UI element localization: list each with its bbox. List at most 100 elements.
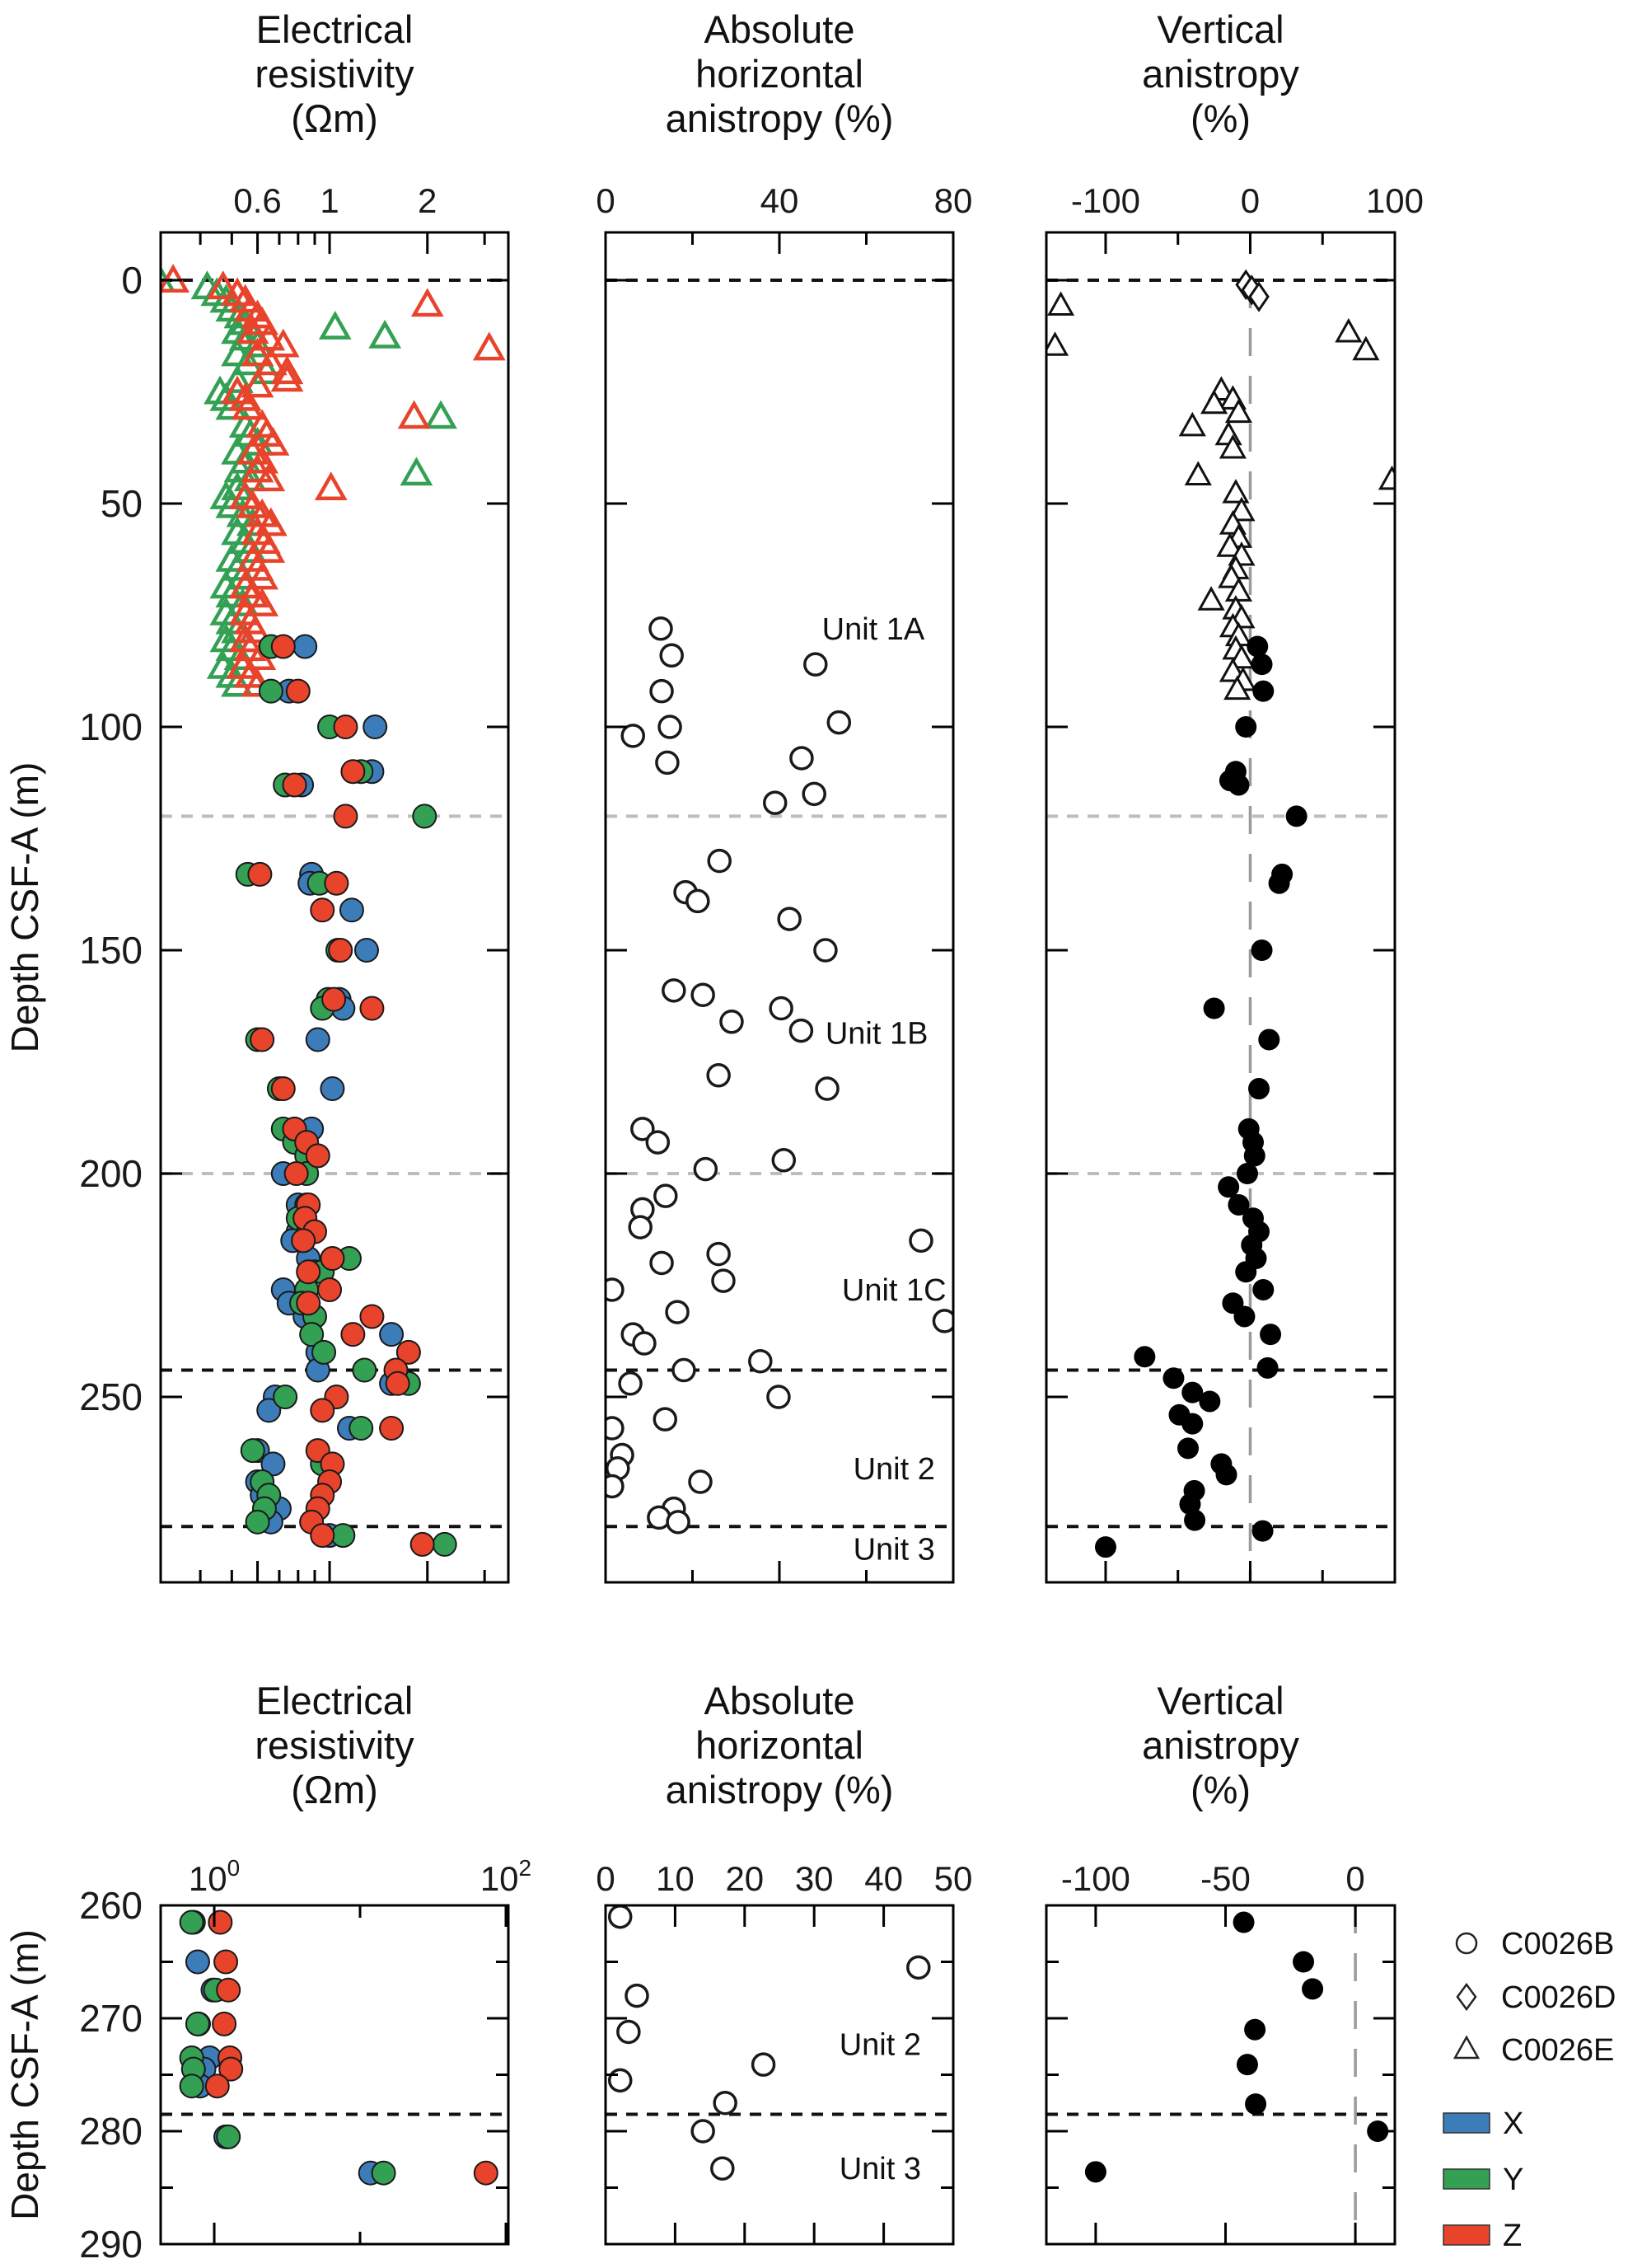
data-point — [206, 270, 240, 300]
data-point — [1251, 940, 1273, 962]
panel-title: anistropy (%) — [666, 1768, 894, 1811]
data-point — [241, 368, 274, 398]
panel-title: horizontal — [695, 52, 863, 96]
panel-title: (Ωm) — [291, 96, 378, 140]
data-point — [432, 1531, 457, 1557]
data-point — [618, 1371, 643, 1396]
x-tick-label: 50 — [934, 1859, 973, 1898]
data-point — [291, 1228, 316, 1253]
data-point — [256, 427, 290, 456]
x-tick-label: 20 — [725, 1859, 764, 1898]
x-tick-label: 40 — [760, 181, 799, 220]
data-point — [233, 534, 267, 563]
series-c0026b — [1094, 635, 1308, 1558]
data-point — [1228, 644, 1256, 669]
data-point — [250, 1027, 275, 1052]
data-point — [299, 1322, 325, 1347]
data-point — [270, 355, 304, 385]
data-point — [1236, 1163, 1258, 1185]
legend-color-swatch — [1443, 2168, 1490, 2190]
legend-site-label: C0026B — [1501, 1927, 1614, 1961]
data-point — [1302, 1978, 1324, 2000]
data-point — [349, 1416, 374, 1441]
legend-diamond-icon — [1456, 1982, 1477, 2012]
series-c0026b-x — [180, 1910, 383, 2186]
data-point — [1235, 1261, 1257, 1283]
depth-tick-label: 290 — [79, 2223, 143, 2266]
x-tick-label: 80 — [934, 181, 973, 220]
data-point — [1222, 479, 1250, 504]
data-point — [179, 1910, 204, 1935]
data-point — [216, 2124, 241, 2149]
data-point — [789, 746, 814, 771]
series-c0026b-y — [179, 1910, 396, 2186]
x-tick-label: 1 — [320, 181, 339, 220]
data-point — [688, 1469, 713, 1494]
data-point — [607, 1905, 633, 1929]
data-point — [340, 759, 366, 785]
data-point — [766, 1385, 791, 1409]
data-point — [1285, 805, 1308, 827]
panel-top-resistivity: 0.6 1 2 0 50 100 150 200 250 Electricalresistivit… — [79, 7, 510, 1584]
x-tick-label: 100 — [189, 1855, 240, 1898]
data-point — [628, 1215, 653, 1239]
series-c0026b-z — [204, 1910, 498, 2186]
data-point — [368, 319, 402, 349]
data-point — [221, 364, 254, 393]
plot-frame — [1045, 231, 1396, 1584]
panel-title: resistivity — [255, 52, 414, 96]
panel-title: resistivity — [255, 1723, 414, 1767]
data-point — [788, 1018, 814, 1043]
data-points-layer — [160, 264, 506, 1557]
data-point — [1224, 398, 1252, 424]
depth-tick-label: 150 — [79, 929, 143, 972]
data-point — [1244, 2018, 1266, 2041]
data-point — [282, 772, 307, 798]
data-point — [395, 1339, 421, 1365]
panel-title: Absolute — [704, 1679, 855, 1722]
data-point — [706, 1063, 731, 1088]
data-point — [1378, 465, 1396, 490]
x-tick-label: 0 — [1345, 1859, 1364, 1898]
data-point — [260, 1451, 286, 1477]
data-point — [208, 1910, 233, 1935]
data-point — [1256, 1357, 1279, 1379]
data-point — [473, 2160, 498, 2186]
data-point — [690, 982, 715, 1007]
data-point — [1216, 532, 1244, 557]
data-point — [305, 1143, 330, 1169]
depth-tick-label: 270 — [79, 1997, 143, 2040]
depth-tick-label: 0 — [121, 259, 143, 302]
x-tick-label: 0 — [596, 181, 615, 220]
data-point — [1179, 1493, 1201, 1516]
data-point — [353, 938, 379, 963]
data-point — [666, 1510, 690, 1535]
data-point — [1094, 1536, 1116, 1558]
data-point — [1181, 1381, 1204, 1403]
data-point — [649, 1250, 674, 1276]
data-point — [1177, 1437, 1200, 1460]
data-point — [400, 457, 433, 486]
data-point — [185, 2011, 210, 2036]
data-point — [803, 652, 828, 677]
data-point — [228, 321, 262, 351]
data-point — [311, 1339, 337, 1365]
data-point — [252, 462, 286, 492]
data-point — [223, 641, 257, 670]
data-point — [1247, 635, 1269, 658]
x-tick-label: 0.6 — [233, 181, 281, 220]
data-point — [252, 321, 286, 351]
panel-title: (%) — [1191, 1768, 1251, 1811]
data-point — [657, 715, 682, 739]
data-point — [1260, 1324, 1282, 1346]
data-points-layer — [607, 1905, 931, 2181]
data-point — [1248, 281, 1270, 312]
data-point — [707, 848, 732, 874]
data-point — [252, 534, 286, 563]
data-point — [1293, 1951, 1315, 1973]
depth-tick-label: 260 — [79, 1884, 143, 1927]
unit-label: Unit 1C — [842, 1273, 947, 1308]
data-point — [685, 888, 710, 914]
unit-label: Unit 1A — [822, 612, 925, 647]
data-point — [255, 346, 288, 376]
